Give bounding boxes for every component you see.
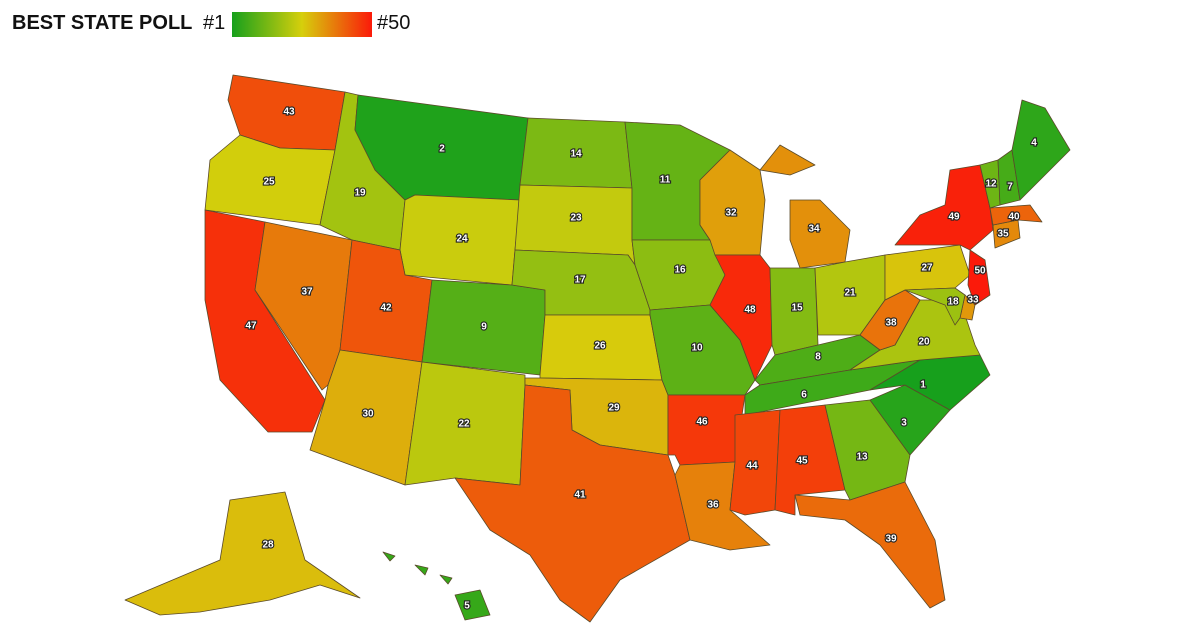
state-rank: 34 [808,224,820,235]
state-rank: 8 [815,352,821,363]
state-rank: 2 [439,144,445,155]
state-rank: 23 [570,213,582,224]
state [989,204,1043,226]
state-rank: 27 [921,263,933,274]
state-rank: 17 [574,275,586,286]
state-rank: 9 [481,322,487,333]
state-rank: 5 [464,601,470,612]
state-rank: 13 [856,452,868,463]
state-rank: 43 [283,107,295,118]
state-rank: 7 [1007,182,1013,193]
state-rank: 14 [570,149,582,160]
legend-gradient [232,12,372,37]
state-rank: 46 [696,417,708,428]
state-rank: 41 [574,490,586,501]
state-rank: 3 [901,418,907,429]
state-labels: 4325473719224429302214231726294111161046… [244,106,1038,613]
state-rank: 35 [997,229,1009,240]
state [904,287,966,326]
state-rank: 28 [262,540,274,551]
state-rank: 39 [885,534,897,545]
state-rank: 18 [947,297,959,308]
state-rank: 15 [791,303,803,314]
title: BEST STATE POLL [12,12,192,34]
state [967,249,991,306]
state-rank: 12 [985,179,997,190]
state [454,384,691,623]
state-rank: 16 [674,265,686,276]
state [759,144,851,269]
state-rank: 25 [263,177,275,188]
legend-min: #1 [203,12,225,34]
state-rank: 30 [362,409,374,420]
state [382,551,491,621]
state-rank: 4 [1031,138,1037,149]
state-rank: 36 [707,500,719,511]
state-rank: 33 [967,295,979,306]
state-rank: 45 [796,456,808,467]
states [124,74,1071,623]
state-rank: 26 [594,341,606,352]
state [894,164,994,251]
legend-max: #50 [377,12,410,34]
state-rank: 20 [918,337,930,348]
state-rank: 44 [746,461,758,472]
state [667,394,746,466]
state-rank: 6 [801,390,807,401]
state-rank: 49 [948,212,960,223]
state [1011,99,1071,201]
state [794,481,946,609]
state-rank: 42 [380,303,392,314]
state-rank: 50 [974,266,986,277]
state-rank: 22 [458,419,470,430]
state-rank: 47 [245,321,257,332]
state-rank: 48 [744,305,756,316]
state-rank: 32 [725,208,737,219]
state-rank: 29 [608,403,620,414]
state-rank: 37 [301,287,313,298]
state-rank: 38 [885,318,897,329]
state-rank: 40 [1008,212,1020,223]
state-rank: 19 [354,188,366,199]
state-rank: 11 [660,175,671,186]
state-rank: 24 [456,234,468,245]
state-rank: 21 [844,288,856,299]
state-rank: 10 [691,343,703,354]
state [124,491,361,616]
state-rank: 1 [920,380,926,391]
